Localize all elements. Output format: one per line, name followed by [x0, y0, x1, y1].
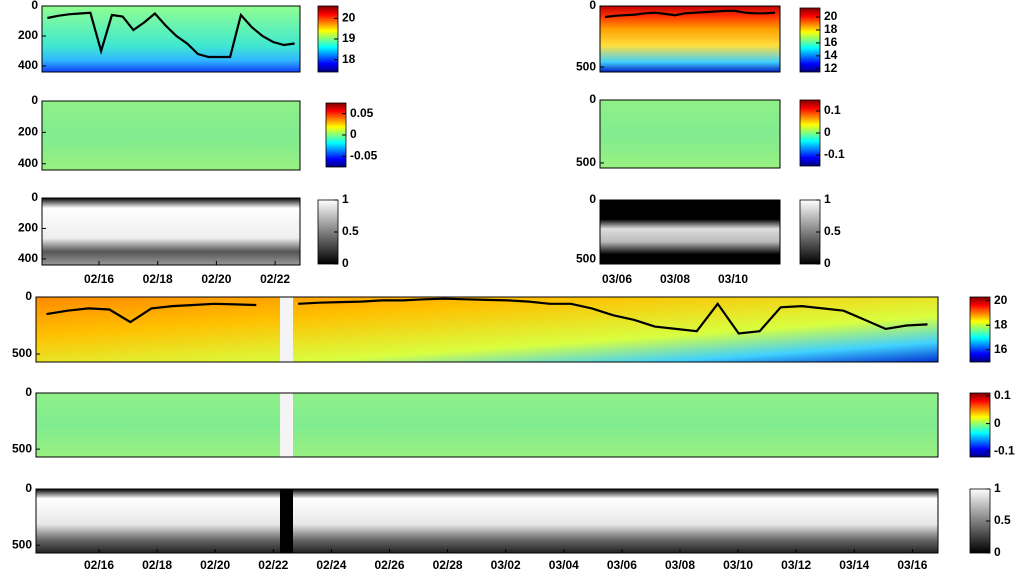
colorbar-tick-label: 14 [824, 48, 838, 62]
y-tick-label: 400 [18, 251, 38, 265]
heatmap [42, 198, 300, 265]
x-tick-label: 03/06 [607, 558, 637, 572]
colorbar-tick-label: 0 [342, 256, 349, 270]
x-tick-label: 03/02 [491, 558, 521, 572]
x-tick-label: 03/10 [718, 272, 748, 286]
colorbar-tick-label: 0.5 [342, 224, 359, 238]
heatmap [42, 6, 300, 72]
x-tick-label: 03/10 [723, 558, 753, 572]
y-tick-label: 500 [576, 59, 596, 73]
y-tick-label: 500 [576, 251, 596, 265]
heatmap [600, 6, 780, 72]
y-tick-label: 200 [18, 221, 38, 235]
plot-frame [35, 296, 939, 363]
colorbar-tick-label: 18 [342, 52, 356, 66]
heatmap [600, 200, 780, 264]
colorbar-tick-label: 18 [824, 22, 838, 36]
data-gap [280, 297, 293, 362]
heatmap [36, 393, 938, 457]
y-tick-label: 500 [576, 155, 596, 169]
colorbar-tick-label: 20 [342, 11, 356, 25]
y-tick-label: 200 [18, 125, 38, 139]
y-tick-label: 500 [12, 537, 32, 551]
y-tick-label: 0 [31, 190, 38, 204]
heatmap [600, 100, 780, 168]
colorbar-tick-label: 1 [824, 192, 831, 206]
x-tick-label: 02/26 [374, 558, 404, 572]
colorbar-tick-label: -0.05 [350, 149, 378, 163]
x-tick-label: 02/22 [258, 558, 288, 572]
depth-line [46, 297, 928, 335]
colorbar-tick-label: 0.5 [994, 513, 1011, 527]
depth-line [47, 11, 295, 59]
colorbar-tick-label: 0 [824, 256, 831, 270]
colorbar [969, 392, 991, 458]
heatmap [42, 101, 300, 170]
colorbar-tick-label: -0.1 [994, 444, 1015, 458]
colorbar-tick-label: 0 [350, 127, 357, 141]
y-tick-label: 0 [31, 93, 38, 107]
x-tick-label: 03/08 [660, 272, 690, 286]
y-tick-label: 200 [18, 28, 38, 42]
plot-frame [41, 197, 301, 266]
colorbar-tick-label: 0 [824, 125, 831, 139]
y-tick-label: 0 [589, 192, 596, 206]
x-tick-label: 02/24 [316, 558, 346, 572]
plot-frame [41, 5, 301, 73]
x-tick-label: 02/18 [142, 558, 172, 572]
x-tick-label: 02/16 [84, 272, 114, 286]
colorbar [799, 7, 821, 73]
colorbar-tick-label: 16 [994, 342, 1008, 356]
x-tick-label: 03/06 [602, 272, 632, 286]
y-tick-label: 400 [18, 58, 38, 72]
plot-frame [41, 100, 301, 171]
plot-frame [599, 199, 781, 265]
x-tick-label: 03/14 [839, 558, 869, 572]
plot-frame [35, 392, 939, 458]
y-tick-label: 0 [25, 481, 32, 495]
x-tick-label: 03/12 [781, 558, 811, 572]
x-tick-label: 02/20 [200, 558, 230, 572]
x-tick-label: 03/04 [549, 558, 579, 572]
colorbar-tick-label: 0.05 [350, 106, 374, 120]
y-tick-label: 0 [25, 289, 32, 303]
colorbar-tick-label: 0 [994, 416, 1001, 430]
y-tick-label: 500 [12, 346, 32, 360]
plot-frame [599, 5, 781, 73]
colorbar-tick-label: 20 [994, 293, 1008, 307]
colorbar-tick-label: 0 [994, 545, 1001, 559]
x-tick-label: 02/28 [433, 558, 463, 572]
x-tick-label: 03/16 [897, 558, 927, 572]
y-tick-label: 400 [18, 156, 38, 170]
colorbar-tick-label: 0.1 [994, 388, 1011, 402]
colorbar-tick-label: 16 [824, 35, 838, 49]
colorbar-tick-label: -0.1 [824, 147, 845, 161]
x-tick-label: 02/18 [143, 272, 173, 286]
colorbar-tick-label: 0.1 [824, 103, 841, 117]
colorbar-tick-label: 1 [994, 481, 1001, 495]
x-tick-label: 03/08 [665, 558, 695, 572]
colorbar-tick-label: 0.5 [824, 224, 841, 238]
plot-frame [35, 488, 939, 554]
x-tick-label: 02/22 [260, 272, 290, 286]
x-tick-label: 02/20 [201, 272, 231, 286]
depth-line [604, 9, 776, 19]
y-tick-label: 0 [31, 0, 38, 12]
colorbar-tick-label: 12 [824, 61, 838, 75]
x-tick-label: 02/16 [84, 558, 114, 572]
y-tick-label: 0 [589, 0, 596, 12]
colorbar-tick-label: 20 [824, 9, 838, 23]
colorbar-tick-label: 1 [342, 192, 349, 206]
heatmap [36, 489, 938, 553]
y-tick-label: 0 [589, 92, 596, 106]
colorbar-tick-label: 19 [342, 31, 356, 45]
data-gap [280, 393, 293, 457]
colorbar [969, 296, 991, 363]
plot-frame [599, 99, 781, 169]
y-tick-label: 0 [25, 385, 32, 399]
data-gap [280, 489, 293, 553]
y-tick-label: 500 [12, 441, 32, 455]
colorbar-tick-label: 18 [994, 317, 1008, 331]
